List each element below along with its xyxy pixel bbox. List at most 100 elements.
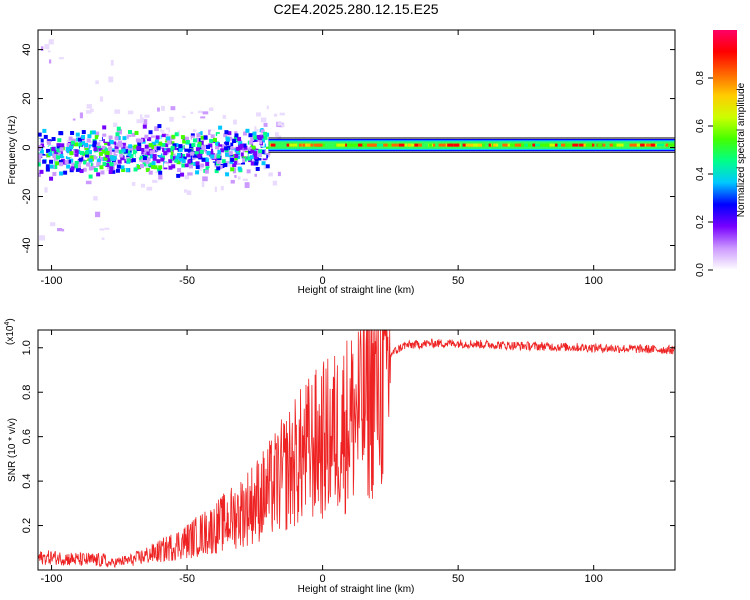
spectrogram-cell xyxy=(177,167,182,172)
spectrogram-cell xyxy=(227,131,232,136)
signal-band-cell xyxy=(347,143,354,147)
spectrogram-speckle xyxy=(44,187,48,193)
spectrogram-speckle xyxy=(101,237,105,240)
signal-band-cell xyxy=(376,143,384,147)
snr-y-ticks: 0.2 0.4 0.6 0.8 1.0 xyxy=(21,340,675,533)
spectrogram-cell xyxy=(196,133,201,138)
spectrogram-cell xyxy=(108,150,113,155)
spectrogram-cell xyxy=(40,143,45,148)
spectrogram-speckle xyxy=(72,118,76,121)
spectrogram-cell xyxy=(212,161,217,166)
spectrogram-cell xyxy=(136,164,141,169)
spectrogram-speckle xyxy=(222,114,227,119)
spectrogram-cell xyxy=(149,154,154,159)
spectrogram-cell xyxy=(146,137,151,142)
spectrogram-cell xyxy=(101,145,106,150)
spectrogram-speckle xyxy=(146,186,153,191)
signal-band-cell xyxy=(565,143,573,147)
spectrogram-cell xyxy=(48,149,53,154)
signal-band-cell xyxy=(557,143,565,147)
spectrogram-cell xyxy=(38,159,41,164)
signal-band-cell xyxy=(309,143,314,147)
spectrogram-cell xyxy=(235,146,240,151)
spectrogram-cell xyxy=(223,133,228,138)
spectrogram-speckle xyxy=(254,126,259,132)
spectrogram-cell xyxy=(210,130,215,135)
spectrogram-cell xyxy=(263,131,268,136)
spectrogram-cell xyxy=(187,159,192,164)
spectrogram-cell xyxy=(190,133,195,138)
spectrogram-cell xyxy=(45,158,50,163)
signal-band-cell xyxy=(572,143,579,147)
spectrogram-cell xyxy=(178,147,183,152)
spectrogram-cell xyxy=(84,143,89,148)
spectrogram-cell xyxy=(116,142,121,147)
spectrogram-cell xyxy=(108,135,113,140)
spectrogram-speckle xyxy=(39,235,45,241)
spectrogram-cell xyxy=(116,126,121,131)
spectrogram-speckle xyxy=(40,46,44,51)
spectrogram-speckle xyxy=(208,129,211,135)
snr-plot-area xyxy=(38,330,675,569)
spectrogram-cell xyxy=(222,143,227,148)
spectrogram-cell xyxy=(205,161,210,166)
signal-band-cell xyxy=(590,143,594,147)
spectrogram-cell xyxy=(180,135,185,140)
spectrogram-cell xyxy=(178,144,183,149)
spectrogram-cell xyxy=(86,162,91,167)
spectrogram-cell xyxy=(147,162,152,167)
spectrogram-cell xyxy=(248,146,253,151)
signal-band-cell xyxy=(643,143,648,147)
spectrogram-speckle xyxy=(197,110,203,114)
signal-band-cell xyxy=(616,143,624,147)
spectrogram-cell xyxy=(114,145,119,150)
spectrogram-cell xyxy=(180,172,185,177)
spectrogram-speckle xyxy=(206,156,212,160)
spectrogram-cell xyxy=(188,161,193,166)
spectrogram-speckle xyxy=(108,76,114,83)
spectrogram-speckle xyxy=(202,176,208,182)
spectrogram-cell xyxy=(168,143,173,148)
spectrogram-cell xyxy=(158,170,163,175)
spectrogram-cell xyxy=(52,153,57,158)
snr-panel: -100 -50 0 50 100 0.2 0.4 0.6 0.8 1.0 Height of … xyxy=(4,318,676,595)
spectrogram-speckle xyxy=(273,113,278,117)
spectrogram-cell xyxy=(170,151,175,156)
spectrogram-y-tick-label: -40 xyxy=(21,238,33,254)
spectrogram-cell xyxy=(135,138,140,143)
spectrogram-cell xyxy=(59,147,64,152)
spectrogram-cell xyxy=(144,144,149,149)
snr-x-ticks: -100 -50 0 50 100 xyxy=(41,330,603,585)
spectrogram-cell xyxy=(221,159,226,164)
spectrogram-y-axis-label: Frequency (Hz) xyxy=(7,116,18,185)
colorbar-tick-label: 0.4 xyxy=(695,167,706,181)
spectrogram-cell xyxy=(137,126,142,131)
spectrogram-cell xyxy=(203,143,208,148)
signal-band-cell xyxy=(646,143,655,147)
spectrogram-cell xyxy=(205,166,210,171)
spectrogram-cell xyxy=(44,142,49,147)
spectrogram-cell xyxy=(128,136,133,141)
spectrogram-cell xyxy=(123,149,128,154)
spectrogram-cell xyxy=(174,158,179,163)
spectrogram-cell xyxy=(133,144,138,149)
spectrogram-cell xyxy=(112,141,117,146)
spectrogram-cell xyxy=(95,131,100,136)
spectrogram-cell xyxy=(230,157,235,162)
spectrogram-cell xyxy=(77,137,82,142)
spectrogram-cell xyxy=(81,141,86,146)
colorbar-gradient xyxy=(713,30,737,270)
spectrogram-cell xyxy=(228,151,233,156)
spectrogram-cell xyxy=(185,136,190,141)
spectrogram-cell xyxy=(84,150,89,155)
spectrogram-speckle xyxy=(272,180,278,186)
spectrogram-cell xyxy=(126,146,131,151)
spectrogram-cell xyxy=(265,164,270,169)
spectrogram-cell xyxy=(225,172,230,177)
spectrogram-cell xyxy=(80,151,85,156)
spectrogram-cell xyxy=(135,153,140,158)
spectrogram-cell xyxy=(168,159,173,164)
spectrogram-cell xyxy=(213,149,218,154)
colorbar-tick-label: 0.6 xyxy=(695,119,706,133)
spectrogram-cell xyxy=(193,162,198,167)
